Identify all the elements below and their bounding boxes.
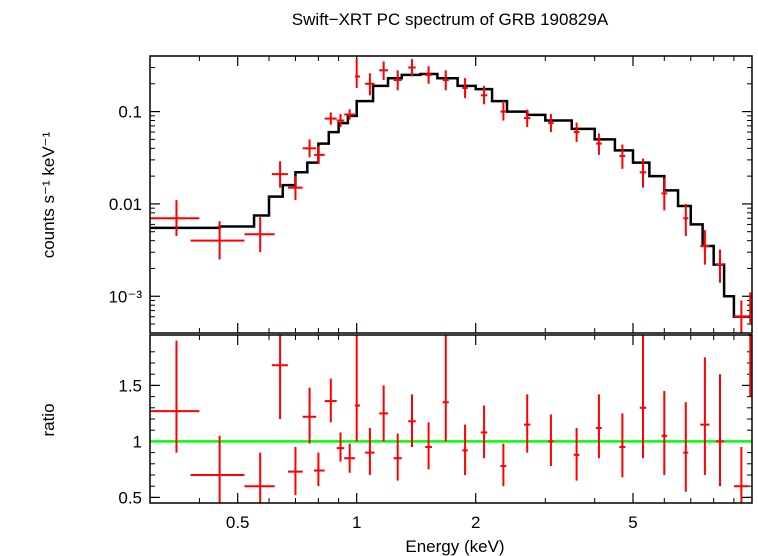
data-point — [393, 433, 402, 481]
data-point — [150, 200, 200, 236]
data-point — [480, 405, 488, 459]
data-point — [573, 427, 580, 481]
data-point — [683, 402, 689, 492]
data-point — [683, 203, 689, 236]
data-point — [408, 394, 416, 447]
data-point — [500, 443, 507, 487]
y-tick-label: 0.5 — [118, 488, 142, 507]
data-point — [425, 422, 432, 470]
data-point — [524, 394, 531, 453]
data-point — [336, 114, 345, 128]
model-step-line — [150, 72, 752, 318]
ratio-y-axis-title: ratio — [39, 403, 58, 436]
data-point — [271, 335, 288, 419]
data-point — [715, 374, 725, 487]
ratio-panel: 0.5 1 1.5 ratio — [39, 334, 753, 507]
y-tick-label: 0.01 — [109, 195, 142, 214]
chart-title: Swift−XRT PC spectrum of GRB 190829A — [292, 10, 609, 29]
data-point — [344, 443, 355, 473]
data-point — [442, 70, 449, 91]
data-point — [379, 385, 388, 442]
data-point — [480, 85, 488, 105]
data-point — [595, 394, 602, 459]
data-point — [271, 161, 288, 188]
data-point — [190, 221, 245, 260]
data-point — [324, 378, 337, 423]
data-point — [500, 101, 507, 121]
ratio-data-points — [150, 334, 752, 503]
data-point — [700, 357, 710, 475]
data-point — [661, 178, 668, 211]
x-tick-label: 5 — [628, 513, 637, 532]
data-point — [619, 144, 626, 169]
data-point — [715, 249, 725, 283]
data-point — [190, 435, 245, 503]
data-point — [442, 335, 449, 442]
data-point — [733, 300, 749, 333]
data-point — [302, 387, 317, 444]
x-tick-label: 2 — [471, 513, 480, 532]
data-point — [462, 78, 468, 99]
x-tick-label: 1 — [352, 513, 361, 532]
data-point — [379, 61, 388, 80]
x-tick-label: 0.5 — [226, 513, 250, 532]
data-point — [314, 146, 325, 165]
data-point — [314, 452, 325, 487]
data-point — [595, 133, 602, 155]
model-curve — [150, 72, 752, 318]
data-point — [344, 109, 355, 120]
data-point — [244, 217, 275, 253]
data-point — [548, 414, 554, 467]
ratio-ticks: 0.5 1 1.5 — [118, 335, 752, 507]
data-point — [354, 59, 361, 89]
data-point — [302, 139, 317, 158]
spectrum-frame — [149, 55, 753, 334]
data-point — [573, 122, 580, 142]
y-tick-label: 1.5 — [118, 376, 142, 395]
data-point — [287, 176, 303, 201]
spectrum-data-points — [150, 59, 752, 333]
data-point — [425, 66, 432, 84]
spectrum-y-axis-title: counts s⁻¹ keV⁻¹ — [39, 131, 58, 258]
data-point — [661, 391, 668, 475]
data-point — [408, 59, 416, 77]
x-axis-title: Energy (keV) — [405, 537, 504, 556]
data-point — [700, 230, 710, 265]
data-point — [393, 70, 402, 91]
data-point — [365, 427, 375, 475]
data-point — [548, 114, 554, 133]
data-point — [336, 432, 345, 462]
spectrum-panel: 0.1 0.01 10⁻³ counts s⁻¹ keV⁻¹ — [39, 55, 753, 334]
data-point — [287, 447, 303, 496]
spectrum-ticks: 0.1 0.01 10⁻³ — [108, 55, 752, 334]
data-point — [324, 112, 337, 125]
data-point — [639, 158, 647, 188]
ratio-frame — [149, 334, 753, 504]
data-point — [639, 335, 647, 459]
data-point — [354, 335, 361, 442]
data-point — [524, 109, 531, 128]
data-point — [619, 413, 626, 478]
data-point — [365, 73, 375, 96]
data-point — [244, 452, 275, 503]
y-tick-label: 0.1 — [118, 103, 142, 122]
x-tick-labels: 0.5 1 2 5 — [226, 513, 638, 532]
data-point — [733, 447, 749, 503]
data-point — [462, 424, 468, 475]
data-point — [150, 340, 200, 453]
y-tick-label: 1 — [133, 432, 142, 451]
y-tick-label: 10⁻³ — [108, 287, 142, 306]
